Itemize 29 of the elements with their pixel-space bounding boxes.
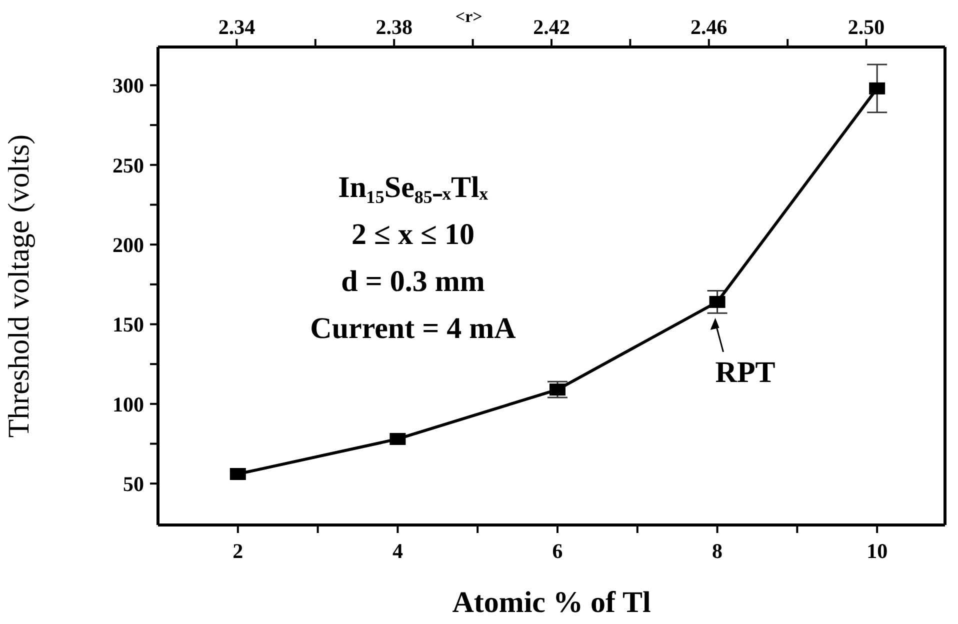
x-tick-label: 2 [232,538,244,563]
x-tick-label: 8 [712,538,723,563]
y-tick-label: 50 [123,472,144,496]
y-tick-label: 200 [112,233,144,258]
x2-axis-title: <r> [455,7,482,26]
x2-tick-label: 2.34 [218,15,256,39]
x-tick-label: 10 [866,538,888,563]
x-axis-title: Atomic % of Tl [452,586,651,619]
point [709,296,726,308]
point [869,82,886,94]
point [230,468,246,480]
annotation: In₁₅Se₈₅₋ₓTlₓ [338,171,488,204]
x2-tick-label: 2.42 [533,15,570,39]
y-tick-label: 150 [112,312,144,337]
y-tick-label: 300 [112,74,144,98]
annotation: RPT [715,356,776,389]
x2-tick-label: 2.50 [848,15,885,39]
y-tick-label: 100 [112,392,144,416]
x-tick-label: 6 [552,538,563,563]
point [390,432,406,445]
annotation: Current = 4 mA [310,312,516,345]
point [549,384,566,396]
x2-tick-label: 2.46 [690,15,728,39]
annotation: d = 0.3 mm [341,265,485,298]
annotation: 2 ≤ x ≤ 10 [352,218,474,251]
x2-tick-label: 2.38 [376,15,412,39]
y-tick-label: 250 [112,153,144,178]
y-axis-title: Threshold voltage (volts) [2,134,36,438]
x-tick-label: 4 [392,538,404,563]
